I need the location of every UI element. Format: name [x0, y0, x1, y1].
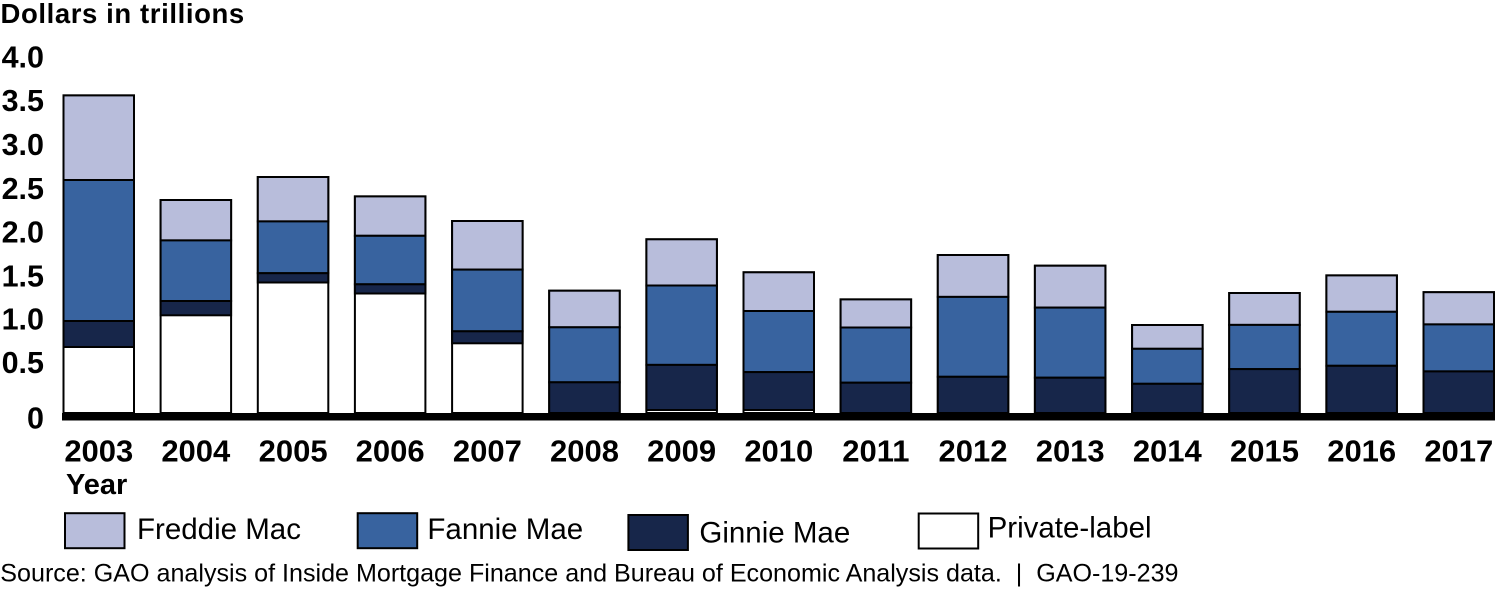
svg-text:1.0: 1.0	[2, 303, 44, 337]
svg-text:Source: GAO analysis of Inside: Source: GAO analysis of Inside Mortgage …	[0, 559, 1178, 587]
svg-text:2009: 2009	[647, 433, 716, 468]
svg-text:Private-label: Private-label	[988, 512, 1152, 545]
svg-text:Freddie Mac: Freddie Mac	[137, 513, 301, 546]
svg-text:2006: 2006	[356, 433, 425, 468]
svg-text:Dollars in trillions: Dollars in trillions	[1, 0, 245, 29]
svg-text:2011: 2011	[842, 433, 909, 468]
svg-text:2015: 2015	[1230, 433, 1299, 468]
svg-text:3.5: 3.5	[2, 84, 44, 118]
svg-text:0.5: 0.5	[2, 346, 44, 380]
svg-text:2.5: 2.5	[2, 172, 44, 206]
svg-text:2013: 2013	[1036, 433, 1105, 468]
svg-text:2012: 2012	[939, 433, 1008, 468]
svg-text:2.0: 2.0	[2, 215, 44, 249]
svg-text:Year: Year	[66, 469, 127, 501]
svg-text:0: 0	[27, 402, 44, 436]
svg-text:Fannie Mae: Fannie Mae	[427, 513, 583, 546]
svg-text:2008: 2008	[550, 433, 619, 468]
svg-text:2017: 2017	[1424, 433, 1493, 468]
svg-text:3.0: 3.0	[2, 128, 44, 162]
svg-text:1.5: 1.5	[2, 259, 44, 293]
svg-text:2003: 2003	[64, 433, 133, 468]
svg-text:2016: 2016	[1327, 433, 1396, 468]
svg-text:2007: 2007	[453, 433, 522, 468]
svg-text:Ginnie Mae: Ginnie Mae	[699, 517, 850, 550]
svg-text:2004: 2004	[161, 433, 231, 468]
svg-text:4.0: 4.0	[2, 40, 44, 74]
svg-text:2005: 2005	[259, 433, 328, 468]
svg-text:2010: 2010	[744, 433, 813, 468]
svg-text:2014: 2014	[1133, 433, 1203, 468]
